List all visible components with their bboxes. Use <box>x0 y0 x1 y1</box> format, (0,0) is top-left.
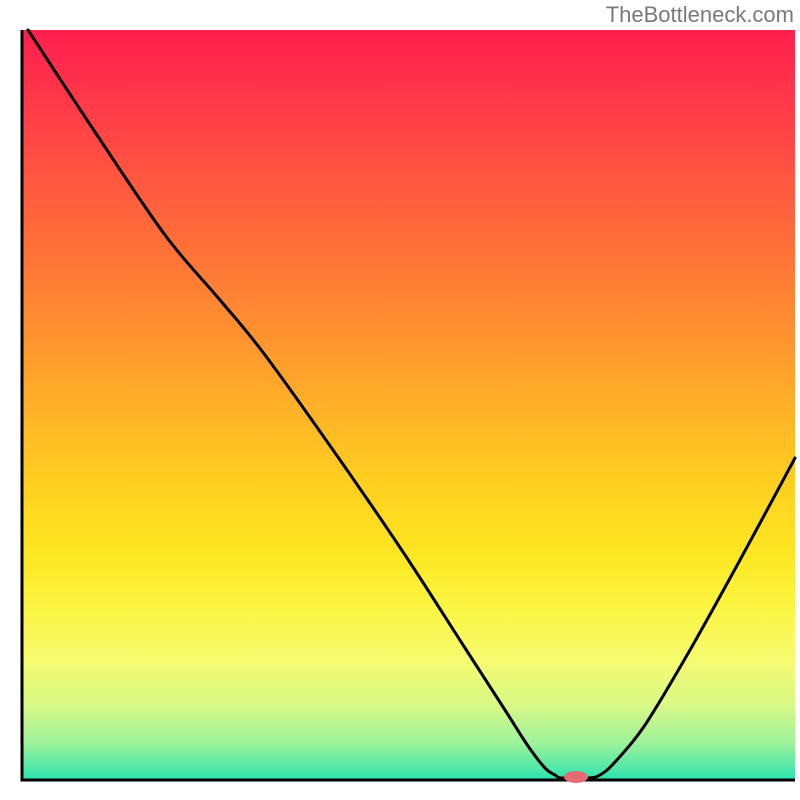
bottleneck-chart <box>0 0 800 800</box>
watermark-text: TheBottleneck.com <box>606 2 794 28</box>
optimal-point-marker <box>564 771 588 783</box>
chart-container: TheBottleneck.com <box>0 0 800 800</box>
